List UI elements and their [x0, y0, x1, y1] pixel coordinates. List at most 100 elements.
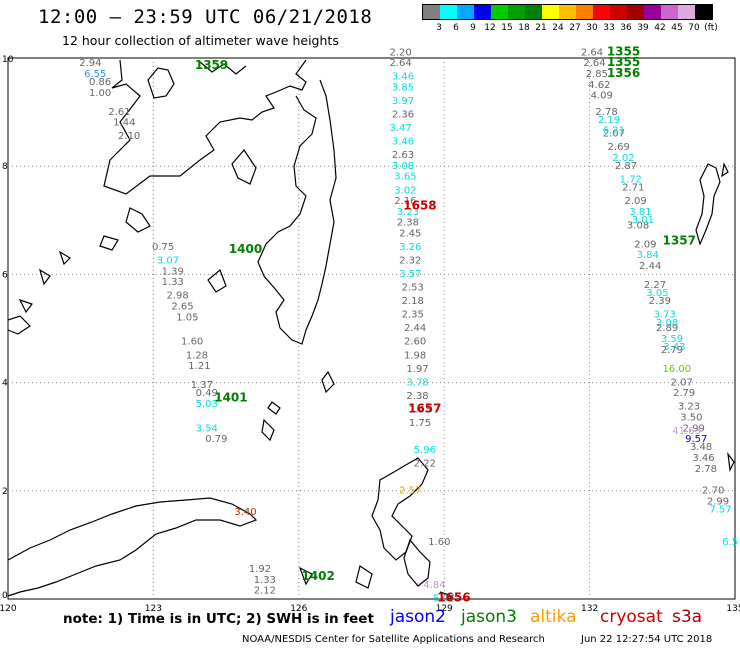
swh-value: 2.16: [394, 196, 416, 207]
swh-value: 1.33: [254, 575, 276, 586]
swh-value: 3.97: [392, 96, 414, 107]
swh-value: 1.98: [404, 350, 426, 361]
swh-value: 2.39: [649, 296, 671, 307]
swh-value: 2.64: [389, 58, 411, 69]
color-scale-label: 9: [470, 23, 476, 33]
color-scale-label: 36: [620, 23, 632, 33]
swh-value: 3.07: [157, 256, 179, 267]
color-scale-swatch: [491, 5, 508, 19]
swh-value: 5.02: [433, 594, 455, 605]
swh-value: 4.09: [591, 91, 613, 102]
x-tick-label: 135: [726, 604, 740, 614]
swh-value: 1.60: [181, 337, 203, 348]
swh-value: 2.53: [402, 283, 424, 294]
swh-value: 3.08: [392, 161, 414, 172]
swh-value: 2.69: [608, 142, 630, 153]
swh-value: 1.44: [113, 118, 135, 129]
swh-value: 2.36: [392, 110, 414, 121]
swh-value: 2.45: [399, 229, 421, 240]
color-scale-label: (ft): [704, 23, 718, 33]
color-scale-swatch: [423, 5, 440, 19]
coastline: [7, 59, 735, 601]
color-scale-label: 42: [654, 23, 666, 33]
swh-value: 2.10: [118, 131, 140, 142]
page-subtitle: 12 hour collection of altimeter wave hei…: [62, 33, 339, 48]
swh-value: 3.23: [397, 207, 419, 218]
color-scale-swatch: [610, 5, 627, 19]
pass-time-label: 1402: [301, 569, 334, 583]
swh-value: 3.73: [654, 310, 676, 321]
pass-time-label: 1355: [607, 55, 640, 69]
y-tick-label: 10: [2, 55, 14, 65]
swh-value: 1.92: [249, 564, 271, 575]
swh-value: 1.72: [620, 174, 642, 185]
swh-value: 7.57: [709, 504, 731, 515]
x-tick-label: 123: [145, 604, 162, 614]
swh-value: 3.50: [680, 412, 702, 423]
color-scale-swatch: [644, 5, 661, 19]
swh-value: 2.99: [683, 423, 705, 434]
swh-value: 2.85: [586, 69, 608, 80]
pass-time-label: 1656: [437, 591, 470, 605]
color-scale-swatch: [559, 5, 576, 19]
swh-value: 2.87: [615, 161, 637, 172]
satellite-legend-s3a: s3a: [672, 607, 703, 627]
y-tick-label: 6: [2, 270, 8, 280]
swh-value: 1.05: [176, 312, 198, 323]
pass-time-label: 1401: [214, 391, 247, 405]
swh-value: 3.02: [394, 185, 416, 196]
swh-value: 4.62: [588, 80, 610, 91]
swh-value: 2.22: [414, 458, 436, 469]
swh-value: 1.33: [162, 277, 184, 288]
color-scale-swatch: [542, 5, 559, 19]
swh-value: 2.79: [673, 388, 695, 399]
swh-value: 3.01: [632, 215, 654, 226]
x-tick-label: 129: [436, 604, 453, 614]
swh-value: 4.84: [423, 580, 445, 591]
color-scale-swatch: [576, 5, 593, 19]
swh-value: 1.00: [89, 88, 111, 99]
x-tick-label: 132: [581, 604, 598, 614]
swh-value: 3.46: [692, 453, 714, 464]
swh-value: 1.39: [162, 266, 184, 277]
color-scale-label: 33: [603, 23, 615, 33]
color-scale-label: 24: [552, 23, 564, 33]
footer-note: note: 1) Time is in UTC; 2) SWH is in fe…: [63, 611, 374, 627]
swh-value: 2.78: [595, 107, 617, 118]
color-scale-label: 3: [436, 23, 442, 33]
swh-value: 3.65: [394, 172, 416, 183]
swh-value: 0.86: [89, 77, 111, 88]
satellite-legend-altika: altika: [530, 607, 577, 627]
satellite-legend-jason3: jason3: [461, 607, 517, 627]
swh-value: 2.78: [695, 464, 717, 475]
swh-value: 2.61: [108, 107, 130, 118]
swh-value: 41.63: [672, 426, 701, 437]
swh-value: 1.21: [188, 361, 210, 372]
swh-value: 3.08: [627, 220, 649, 231]
swh-value: 2.35: [402, 310, 424, 321]
swh-value: 3.57: [399, 269, 421, 280]
swh-value: 6.5: [722, 537, 738, 548]
swh-value: 2.27: [644, 280, 666, 291]
pass-time-label: 1400: [229, 242, 262, 256]
color-scale-label: 15: [501, 23, 513, 33]
swh-value: 2.07: [603, 128, 625, 139]
swh-value: 3.46: [392, 137, 414, 148]
color-scale-label: 12: [484, 23, 496, 33]
pass-time-label: 1355: [607, 44, 640, 58]
swh-value: 2.64: [581, 47, 603, 58]
x-tick-label: 126: [290, 604, 307, 614]
swh-value: 6.55: [84, 69, 106, 80]
color-scale: 3 6 9 12 15 18 21 24 27 30 33 36 39 42 45 70 (ft): [422, 4, 718, 33]
color-scale-swatch: [695, 5, 712, 19]
swh-value: 3.40: [234, 507, 256, 518]
color-scale-label: 30: [586, 23, 598, 33]
swh-value: 1.43: [409, 404, 431, 415]
swh-value: 2.57: [399, 486, 421, 497]
swh-value: 2.12: [254, 586, 276, 597]
swh-value: 2.38: [406, 391, 428, 402]
color-scale-swatch: [678, 5, 695, 19]
swh-value: 2.79: [661, 345, 683, 356]
color-scale-labels: 3 6 9 12 15 18 21 24 27 30 33 36 39 42 45 70 (ft): [422, 20, 718, 33]
